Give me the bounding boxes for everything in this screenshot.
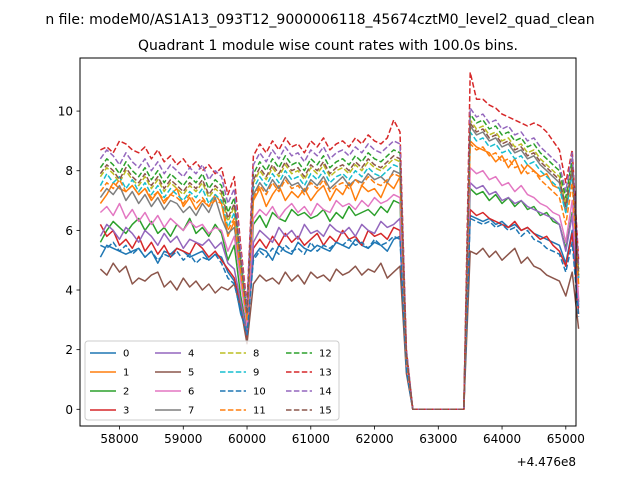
series-line-13 — [100, 71, 580, 411]
x-tick-label: 58000 — [100, 432, 138, 446]
legend-label-9: 9 — [253, 368, 259, 379]
legend-label-0: 0 — [123, 349, 129, 360]
x-axis-offset-label: +4.476e8 — [517, 455, 576, 469]
x-tick-label: 64000 — [483, 432, 521, 446]
legend-label-15: 15 — [319, 406, 332, 417]
y-tick-label: 8 — [65, 164, 73, 178]
x-axis: 58000 59000 60000 61000 62000 63000 64000 65000 — [100, 426, 585, 446]
legend-label-8: 8 — [253, 349, 259, 360]
x-tick-label: 65000 — [547, 432, 585, 446]
x-tick-label: 63000 — [419, 432, 457, 446]
series-line-10 — [100, 217, 580, 411]
y-tick-label: 2 — [65, 343, 73, 357]
series-line-4 — [99, 181, 580, 411]
series-line-12 — [99, 113, 580, 411]
legend-label-13: 13 — [319, 368, 332, 379]
series-line-7 — [99, 125, 580, 411]
legend-label-2: 2 — [123, 387, 129, 398]
x-tick-label: 60000 — [228, 432, 266, 446]
legend-label-1: 1 — [123, 368, 129, 379]
legend-label-12: 12 — [319, 349, 332, 360]
x-tick-label: 62000 — [355, 432, 393, 446]
legend-label-4: 4 — [188, 349, 194, 360]
series-line-8 — [99, 119, 580, 411]
legend-label-10: 10 — [253, 387, 266, 398]
legend-label-5: 5 — [188, 368, 194, 379]
legend-label-14: 14 — [319, 387, 332, 398]
legend-label-7: 7 — [188, 406, 194, 417]
x-tick-label: 61000 — [292, 432, 330, 446]
y-tick-label: 0 — [65, 403, 73, 417]
series-layer — [99, 71, 580, 411]
legend-label-3: 3 — [123, 406, 129, 417]
series-line-11 — [99, 143, 580, 411]
y-tick-label: 6 — [65, 224, 73, 238]
series-line-5 — [99, 247, 580, 411]
series-line-15 — [99, 122, 580, 411]
legend-frame — [84, 340, 340, 421]
y-tick-label: 4 — [65, 284, 73, 298]
plot-area-frame — [79, 57, 577, 427]
chart-title: Quadrant 1 module wise count rates with … — [138, 38, 518, 54]
series-line-14 — [99, 107, 580, 411]
series-line-9 — [99, 131, 580, 411]
legend-label-11: 11 — [253, 406, 266, 417]
series-line-3 — [99, 208, 580, 411]
y-axis: 0 2 4 6 8 10 — [58, 105, 80, 417]
y-tick-label: 10 — [58, 105, 73, 119]
legend-label-6: 6 — [188, 387, 194, 398]
series-line-6 — [99, 166, 580, 411]
figure-suptitle: n file: modeM0/AS1A13_093T12_9000006118_… — [45, 12, 594, 28]
x-tick-label: 59000 — [164, 432, 202, 446]
